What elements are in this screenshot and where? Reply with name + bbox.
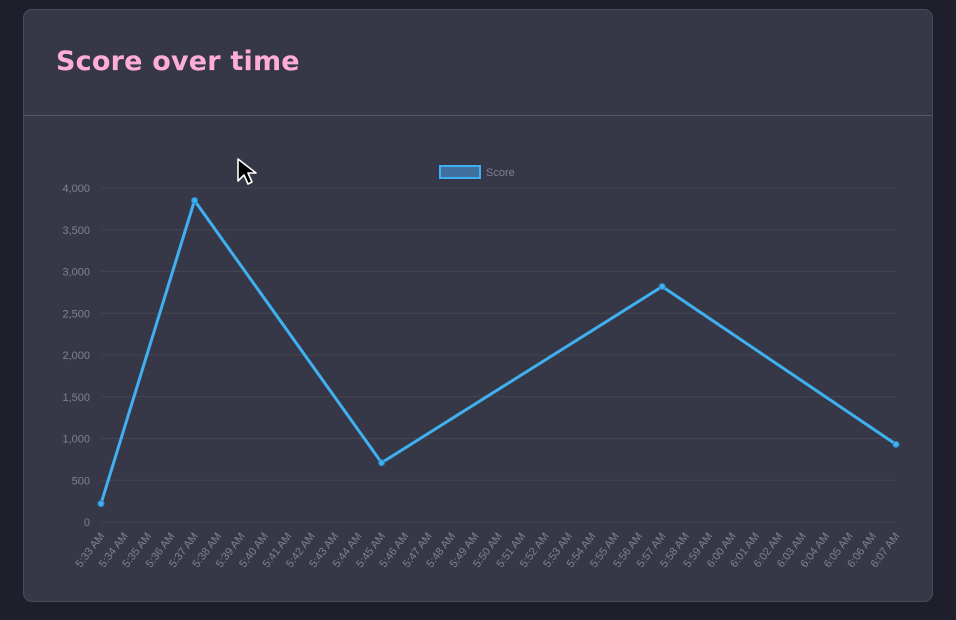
mouse-cursor-icon — [237, 158, 257, 185]
y-tick-label: 1,000 — [62, 434, 90, 446]
y-tick-label: 2,500 — [62, 308, 90, 320]
chart-area: 0 500 1,000 1,500 2,000 2,500 3,000 3,500 4,000 5… — [24, 116, 932, 601]
card-title: Score over time — [56, 46, 300, 77]
data-point — [892, 440, 900, 448]
data-point — [378, 459, 386, 467]
legend-label: Score — [486, 167, 515, 179]
y-tick-label: 4,000 — [62, 183, 90, 195]
y-tick-label: 500 — [72, 475, 90, 487]
y-tick-label: 2,000 — [62, 350, 90, 362]
score-line-chart: 05001,0001,5002,0002,5003,0003,5004,0005… — [62, 165, 902, 570]
series-line-score — [99, 197, 897, 505]
data-point — [658, 283, 666, 291]
chart-card: Score over time 0 500 1,000 1,500 2,000 2,500… — [23, 9, 933, 602]
data-point — [191, 197, 199, 205]
y-tick-label: 3,500 — [62, 225, 90, 237]
data-point — [97, 500, 105, 508]
legend-swatch — [439, 165, 481, 179]
y-tick-label: 3,000 — [62, 267, 90, 279]
y-tick-label: 0 — [84, 517, 90, 529]
y-tick-label: 1,500 — [62, 392, 90, 404]
card-header: Score over time — [24, 10, 932, 116]
